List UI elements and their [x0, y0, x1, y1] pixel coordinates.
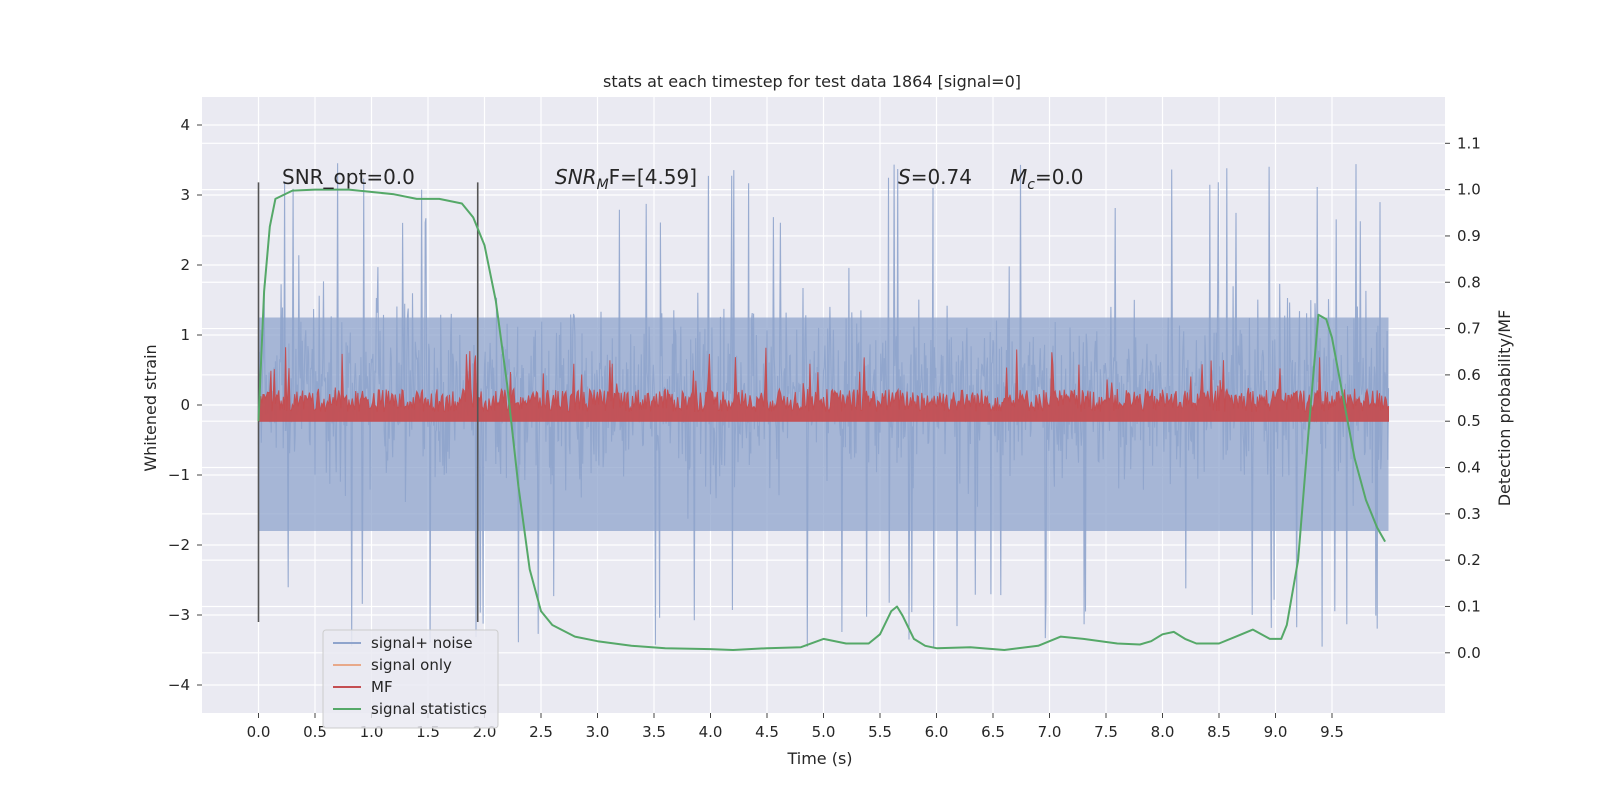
x-tick-label: 6.5 [981, 723, 1005, 741]
y-tick-label: 4 [180, 116, 190, 134]
x-tick-label: 5.0 [812, 723, 836, 741]
legend-box [322, 629, 499, 729]
y2-tick-label: 0.7 [1457, 320, 1481, 338]
y2-tick-label: 1.1 [1457, 134, 1481, 152]
x-tick-label: 6.0 [925, 723, 949, 741]
chart-title: stats at each timestep for test data 186… [603, 72, 1021, 91]
series-mf [258, 347, 1389, 422]
legend: signal+ noise signal only MF signal stat… [322, 629, 499, 729]
x-tick-label: 3.5 [642, 723, 666, 741]
annotation-snr-opt: SNR_opt=0.0 [282, 165, 415, 189]
y-tick-label: 0 [180, 396, 190, 414]
y2-tick-label: 0.9 [1457, 227, 1481, 245]
y2-tick-label: 0.4 [1457, 459, 1481, 477]
x-tick-label: 9.5 [1320, 723, 1344, 741]
x-axis-label: Time (s) [786, 749, 852, 768]
annotation-s: S=0.74 [898, 165, 972, 189]
y2-tick-label: 1.0 [1457, 181, 1481, 199]
y-tick-label: 1 [180, 326, 190, 344]
y2-tick-label: 0.3 [1457, 505, 1481, 523]
x-tick-label: 3.0 [586, 723, 610, 741]
annotation-mc-symbol: M [1010, 165, 1027, 189]
annotations: SNR_opt=0.0 SNRMF=[4.59] S=0.74 Mc=0.0 [282, 165, 1084, 193]
x-tick-label: 4.5 [755, 723, 779, 741]
x-tick-label: 7.5 [1094, 723, 1118, 741]
annotation-s-value: =0.74 [911, 165, 972, 189]
y2-tick-label: 0.1 [1457, 597, 1481, 615]
y-tick-label: −1 [168, 466, 190, 484]
annotation-snr-mf: SNRMF=[4.59] [555, 165, 697, 193]
y2-tick-label: 0.6 [1457, 366, 1481, 384]
annotation-snr-mf-value: F=[4.59] [609, 165, 697, 189]
y-tick-label: −4 [168, 676, 190, 694]
annotation-mc-subscript: c [1027, 177, 1035, 193]
x-tick-label: 9.0 [1264, 723, 1288, 741]
annotation-snr-mf-symbol: SNR [555, 165, 597, 189]
x-tick-label: 4.0 [699, 723, 723, 741]
x-tick-label: 8.5 [1207, 723, 1231, 741]
y-tick-label: 3 [180, 186, 190, 204]
y2-axis-label: Detection probability/MF [1495, 310, 1514, 507]
legend-label-signal-statistics: signal statistics [371, 700, 487, 718]
x-tick-label: 0.5 [303, 723, 327, 741]
x-tick-label: 2.5 [529, 723, 553, 741]
x-tick-label: 8.0 [1151, 723, 1175, 741]
series-signal-noise-band [258, 317, 1389, 531]
legend-label-signal-noise: signal+ noise [371, 634, 473, 652]
annotation-snr-mf-subscript: M [597, 177, 609, 193]
legend-label-mf: MF [371, 678, 393, 696]
x-tick-label: 0.0 [247, 723, 271, 741]
annotation-s-symbol: S [898, 165, 911, 189]
y-tick-label: −3 [168, 606, 190, 624]
annotation-mc-value: =0.0 [1035, 165, 1084, 189]
x-tick-label: 7.0 [1038, 723, 1062, 741]
annotation-mc: Mc=0.0 [1010, 165, 1084, 193]
series-signal-statistics [257, 188, 1386, 651]
y-tick-label: −2 [168, 536, 190, 554]
y-axis-label: Whitened strain [141, 344, 160, 471]
x-tick-label: 5.5 [868, 723, 892, 741]
y2-tick-label: 0.2 [1457, 551, 1481, 569]
legend-label-signal-only: signal only [371, 656, 452, 674]
y2-tick-label: 0.8 [1457, 273, 1481, 291]
y2-tick-label: 0.0 [1457, 644, 1481, 662]
y2-tick-label: 0.5 [1457, 412, 1481, 430]
y-tick-label: 2 [180, 256, 190, 274]
